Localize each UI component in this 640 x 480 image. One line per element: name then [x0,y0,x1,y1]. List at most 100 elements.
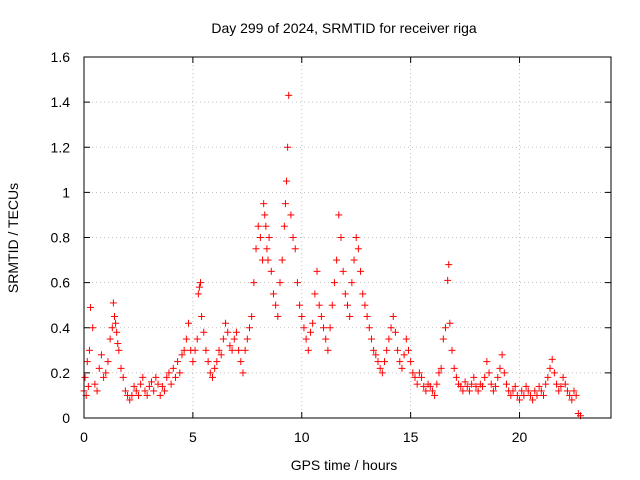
data-point [539,391,547,399]
data-point [126,396,134,404]
data-point [261,211,269,219]
data-point [326,324,334,332]
data-point [85,346,93,354]
data-point [97,351,105,359]
data-point [529,396,537,404]
data-point [219,335,227,343]
data-point [337,234,345,241]
data-point [206,369,214,377]
data-point [171,373,179,381]
data-point [93,387,101,395]
data-point [302,335,310,343]
data-point [87,303,95,311]
data-point [396,358,404,366]
data-point [441,324,449,332]
data-point [213,358,221,366]
data-point [542,380,550,388]
data-point [566,391,574,399]
data-point [262,222,270,230]
data-point [572,391,580,399]
data-point [489,387,497,395]
data-point [211,364,219,372]
data-point [518,387,526,395]
data-point [309,319,317,327]
data-point [452,373,460,381]
data-point [553,380,561,388]
data-point [180,346,188,354]
data-point [481,373,489,381]
data-point [357,267,365,275]
data-point [143,391,151,399]
data-point [139,373,147,381]
data-point [117,364,125,372]
data-point [387,324,395,332]
data-point [148,378,156,386]
data-point [522,382,530,390]
data-point [544,373,552,381]
data-point [91,380,99,388]
data-point [474,387,482,395]
data-point [372,351,380,359]
data-point [385,335,393,343]
data-point [359,290,367,298]
data-point [546,364,554,372]
data-point [246,324,254,332]
data-point [281,200,289,208]
data-point [185,319,193,327]
data-point [502,380,510,388]
data-point [509,387,517,395]
data-point [418,373,426,381]
data-point [235,346,243,354]
data-point [561,380,569,388]
data-point [557,382,565,390]
data-point [535,382,543,390]
data-point [241,346,249,354]
data-point [472,382,480,390]
data-point [448,346,456,354]
data-point [130,382,138,390]
data-point [115,346,123,354]
data-point [156,391,164,399]
data-point [150,387,158,395]
data-point [154,380,162,388]
data-point [83,358,91,366]
data-point [304,346,312,354]
data-point [330,279,338,287]
data-point [524,387,532,395]
data-point [339,267,347,275]
data-point [163,373,171,381]
data-point [487,380,495,388]
data-point [437,364,445,372]
data-point [328,301,336,309]
data-point [422,387,430,395]
data-point [102,369,110,377]
axis-ticks [83,56,611,419]
data-point [444,276,452,284]
data-point [400,351,408,359]
data-point [445,261,453,269]
data-point [267,267,275,275]
data-point [559,373,567,381]
data-point [109,299,117,307]
data-point [260,200,268,208]
data-point [300,324,308,332]
data-point [306,328,314,336]
data-point [272,301,280,309]
x-tick-label: 10 [294,429,310,445]
data-point [176,369,184,377]
data-point [354,245,362,253]
data-point [237,358,245,366]
data-point [248,312,256,320]
data-point [507,391,515,399]
data-point [197,279,205,287]
data-point [568,396,576,404]
x-tick-label: 20 [512,429,528,445]
data-point [285,91,293,99]
data-point [169,364,177,372]
data-point [95,364,103,372]
data-point [555,387,563,395]
data-point [217,351,225,359]
data-point [439,335,447,343]
x-tick-label: 5 [189,429,197,445]
data-point [269,290,277,298]
